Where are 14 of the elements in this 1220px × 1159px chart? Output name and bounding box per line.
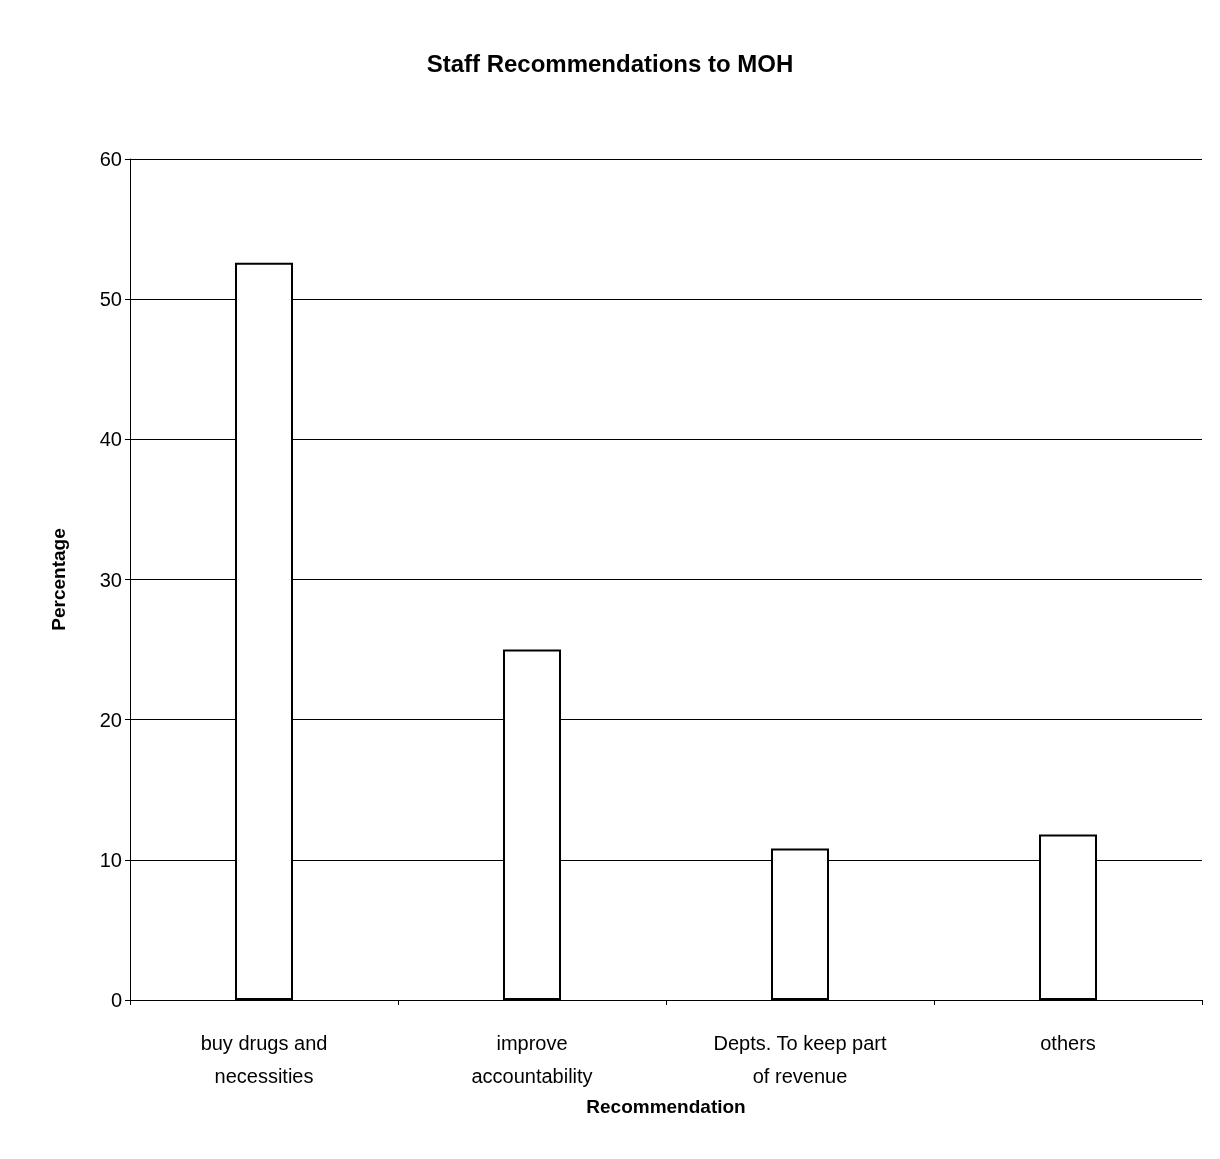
- chart-title: Staff Recommendations to MOH: [426, 49, 794, 77]
- y-axis-title: Percentage: [48, 528, 69, 631]
- x-tick-label: Depts. To keep part of revenue: [713, 1031, 887, 1087]
- x-tick-label: others: [1040, 1031, 1096, 1054]
- x-tick-label: improve accountability: [471, 1031, 593, 1087]
- y-tick-label: 0: [110, 989, 122, 1011]
- y-tick-label: 10: [99, 848, 122, 871]
- y-tick-label: 30: [99, 568, 122, 591]
- y-tick-label: 50: [99, 288, 122, 311]
- y-tick-label: 40: [99, 428, 122, 451]
- y-tick-label: 60: [99, 148, 122, 170]
- y-tick-label: 20: [99, 708, 122, 731]
- x-tick-label: buy drugs and necessities: [200, 1031, 328, 1087]
- x-axis-title: Recommendation: [586, 1095, 746, 1117]
